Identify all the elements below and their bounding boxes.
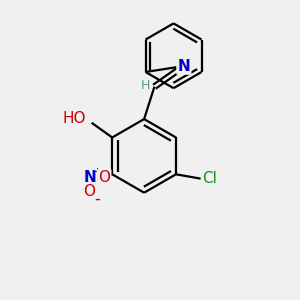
Text: H: H	[140, 79, 150, 92]
Text: +: +	[93, 167, 102, 177]
Text: HO: HO	[62, 111, 86, 126]
Text: Cl: Cl	[202, 171, 217, 186]
Text: N: N	[178, 58, 190, 74]
Text: -: -	[94, 189, 100, 207]
Text: O: O	[84, 184, 96, 199]
Text: N: N	[83, 170, 96, 185]
Text: O: O	[98, 170, 110, 185]
